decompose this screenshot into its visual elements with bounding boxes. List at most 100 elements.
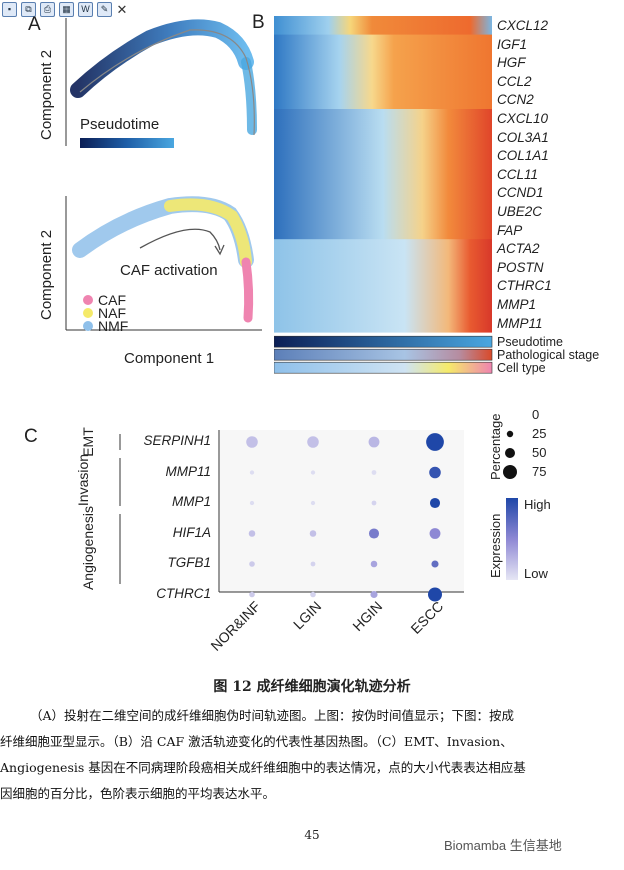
dot-hif1a-1	[309, 530, 317, 537]
naf-cells	[164, 198, 252, 268]
dot-cthrc1-3	[428, 587, 442, 602]
dot-mmp11-0	[249, 470, 255, 475]
print-icon[interactable]: ⎙	[40, 1, 55, 17]
expression-color-bar	[506, 498, 518, 580]
heatmap-row-mmp1	[274, 295, 492, 314]
size-legend-label-50: 50	[532, 445, 547, 460]
heatmap-gene-cthrc1: CTHRC1	[497, 278, 552, 294]
dot-hif1a-3	[429, 528, 441, 539]
color-legend-high: High	[524, 497, 551, 512]
pseudotime-legend-title: Pseudotime	[80, 116, 160, 133]
heatmap-gene-ccl2: CCL2	[497, 73, 532, 89]
bar-label-pseudotime: Pseudotime	[497, 335, 564, 349]
heatmap-row-postn	[274, 257, 492, 277]
annotation-bar-ct	[274, 361, 493, 374]
heatmap-row-ccn2	[274, 90, 492, 110]
annotation-bar-ps	[274, 348, 493, 361]
heatmap-gene-fap: FAP	[497, 222, 523, 238]
close-icon[interactable]: ✕	[116, 1, 128, 17]
dot-serpinh1-3	[426, 433, 444, 451]
heatmap-gene-col1a1: COL1A1	[497, 148, 549, 164]
heatmap-gene-cxcl10: CXCL10	[497, 111, 549, 126]
heatmap-gene-ccnd1: CCND1	[497, 185, 544, 201]
naf-legend-dot	[83, 308, 93, 318]
panel-a-top-plot	[65, 18, 262, 331]
dotplot-gene-mmp1: MMP1	[171, 494, 211, 509]
dot-hif1a-0	[248, 530, 256, 537]
page-number: 45	[304, 828, 320, 842]
dotplot	[119, 430, 518, 602]
heatmap-gene-ccl11: CCL11	[497, 166, 539, 182]
dot-tgfb1-2	[370, 560, 378, 568]
save-icon[interactable]: ▪	[2, 1, 17, 17]
caf-activation-label: CAF activation	[120, 262, 218, 279]
heatmap-row-cxcl10	[274, 109, 492, 128]
size-legend-50	[505, 448, 515, 458]
heatmap	[274, 16, 493, 374]
dot-tgfb1-3	[431, 560, 439, 568]
color-legend-title: Expression	[488, 513, 503, 578]
heatmap-row-cthrc1	[274, 276, 492, 296]
heatmap-gene-col3a1: COL3A1	[497, 129, 549, 145]
dotplot-gene-cthrc1: CTHRC1	[156, 585, 211, 601]
heatmap-row-igf1	[274, 34, 492, 54]
heatmap-row-ccl2	[274, 71, 492, 91]
dotplot-gene-hif1a: HIF1A	[172, 524, 211, 540]
dotplot-panel-bg	[220, 430, 464, 592]
panel-c-label: C	[24, 426, 38, 447]
dot-tgfb1-1	[310, 561, 316, 567]
heatmap-gene-igf1: IGF1	[497, 36, 528, 52]
copy-icon[interactable]: ⧉	[21, 1, 36, 17]
dot-mmp11-3	[429, 466, 441, 479]
heatmap-row-col1a1	[274, 146, 492, 166]
dot-mmp1-3	[429, 497, 441, 509]
dot-mmp11-1	[310, 470, 316, 475]
heatmap-row-acta2	[274, 239, 492, 259]
heatmap-row-col3a1	[274, 127, 492, 147]
heatmap-gene-hgf: HGF	[497, 55, 526, 71]
top-ylabel: Component 2	[38, 49, 55, 140]
pseudotime-gradient-bar	[80, 138, 174, 148]
heatmap-row-mmp11	[274, 313, 492, 333]
bottom-xlabel: Component 1	[124, 350, 215, 367]
edit-icon[interactable]: ✎	[97, 1, 112, 17]
word-icon[interactable]: W	[78, 1, 93, 17]
dotplot-gene-serpinh1: SERPINH1	[143, 433, 211, 448]
heatmap-row-ccnd1	[274, 183, 492, 203]
panel-icon[interactable]: ▦	[59, 1, 74, 17]
dot-cthrc1-0	[249, 591, 255, 598]
nmf-legend-dot	[83, 321, 93, 331]
size-legend-25	[506, 430, 514, 438]
panel-b-label: B	[252, 12, 265, 33]
top-trajectory-line	[79, 29, 255, 136]
bar-label-stage: Pathological stage	[497, 348, 600, 362]
heatmap-gene-mmp11: MMP11	[497, 315, 543, 331]
top-trajectory-cells	[70, 19, 254, 98]
caf-activation-arrow	[139, 228, 221, 251]
bottom-ylabel: Component 2	[38, 229, 55, 320]
caption-line-3: Angiogenesis 基因在不同病理阶段癌相关成纤维细胞中的表达情况，点的大…	[0, 760, 526, 775]
legend-nmf: NMF	[98, 318, 129, 334]
size-legend-label-25: 25	[532, 426, 547, 441]
heatmap-gene-postn: POSTN	[497, 259, 544, 275]
heatmap-row-ccl11	[274, 164, 492, 184]
dot-serpinh1-0	[246, 436, 258, 448]
caf-cells	[241, 257, 254, 323]
heatmap-row-hgf	[274, 53, 492, 73]
dot-serpinh1-2	[368, 436, 380, 448]
group-label-angiogenesis: Angiogenesis	[80, 505, 96, 591]
dot-mmp1-1	[310, 500, 316, 506]
dot-serpinh1-1	[307, 436, 319, 448]
legend-caf: CAF	[98, 292, 126, 308]
viewer-toolbar: ▪ ⧉ ⎙ ▦ W ✎ ✕	[2, 1, 128, 17]
size-legend-label-0: 0	[532, 407, 540, 422]
dotplot-gene-tgfb1: TGFB1	[167, 555, 211, 570]
heatmap-gene-acta2: ACTA2	[497, 241, 540, 257]
dot-mmp11-2	[371, 470, 377, 475]
heatmap-gene-ube2c: UBE2C	[497, 204, 543, 219]
size-legend-label-75: 75	[532, 464, 547, 479]
dot-mmp1-0	[249, 500, 255, 506]
color-legend-low: Low	[524, 566, 548, 581]
dot-hif1a-2	[368, 528, 380, 539]
dot-tgfb1-0	[249, 561, 255, 567]
